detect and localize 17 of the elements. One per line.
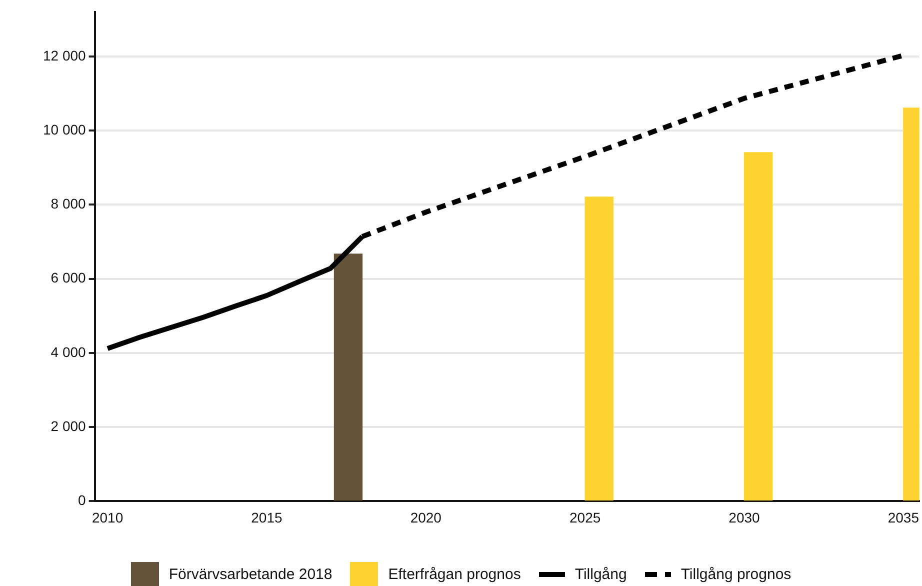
y-tick-label: 10 000 bbox=[42, 121, 86, 138]
y-tick-label: 12 000 bbox=[42, 47, 86, 64]
x-tick-label: 2035 bbox=[888, 509, 920, 526]
legend-label: Tillgång prognos bbox=[680, 566, 792, 582]
y-tick-label: 4 000 bbox=[50, 344, 86, 360]
x-tick-label: 2025 bbox=[570, 509, 601, 526]
x-tick-label: 2020 bbox=[410, 509, 442, 526]
y-tick-label: 2 000 bbox=[50, 418, 86, 434]
x-tick-label: 2015 bbox=[251, 509, 283, 526]
x-tick-label: 2010 bbox=[92, 509, 124, 526]
legend-label: Efterfrågan prognos bbox=[388, 566, 521, 582]
x-tick-label: 2030 bbox=[728, 509, 760, 526]
legend-label: Tillgång bbox=[574, 566, 627, 582]
y-tick-label: 0 bbox=[78, 492, 86, 508]
y-tick-label: 6 000 bbox=[50, 270, 86, 286]
legend-label: Förvärvsarbetande 2018 bbox=[168, 566, 332, 582]
y-tick-label: 8 000 bbox=[50, 196, 86, 212]
